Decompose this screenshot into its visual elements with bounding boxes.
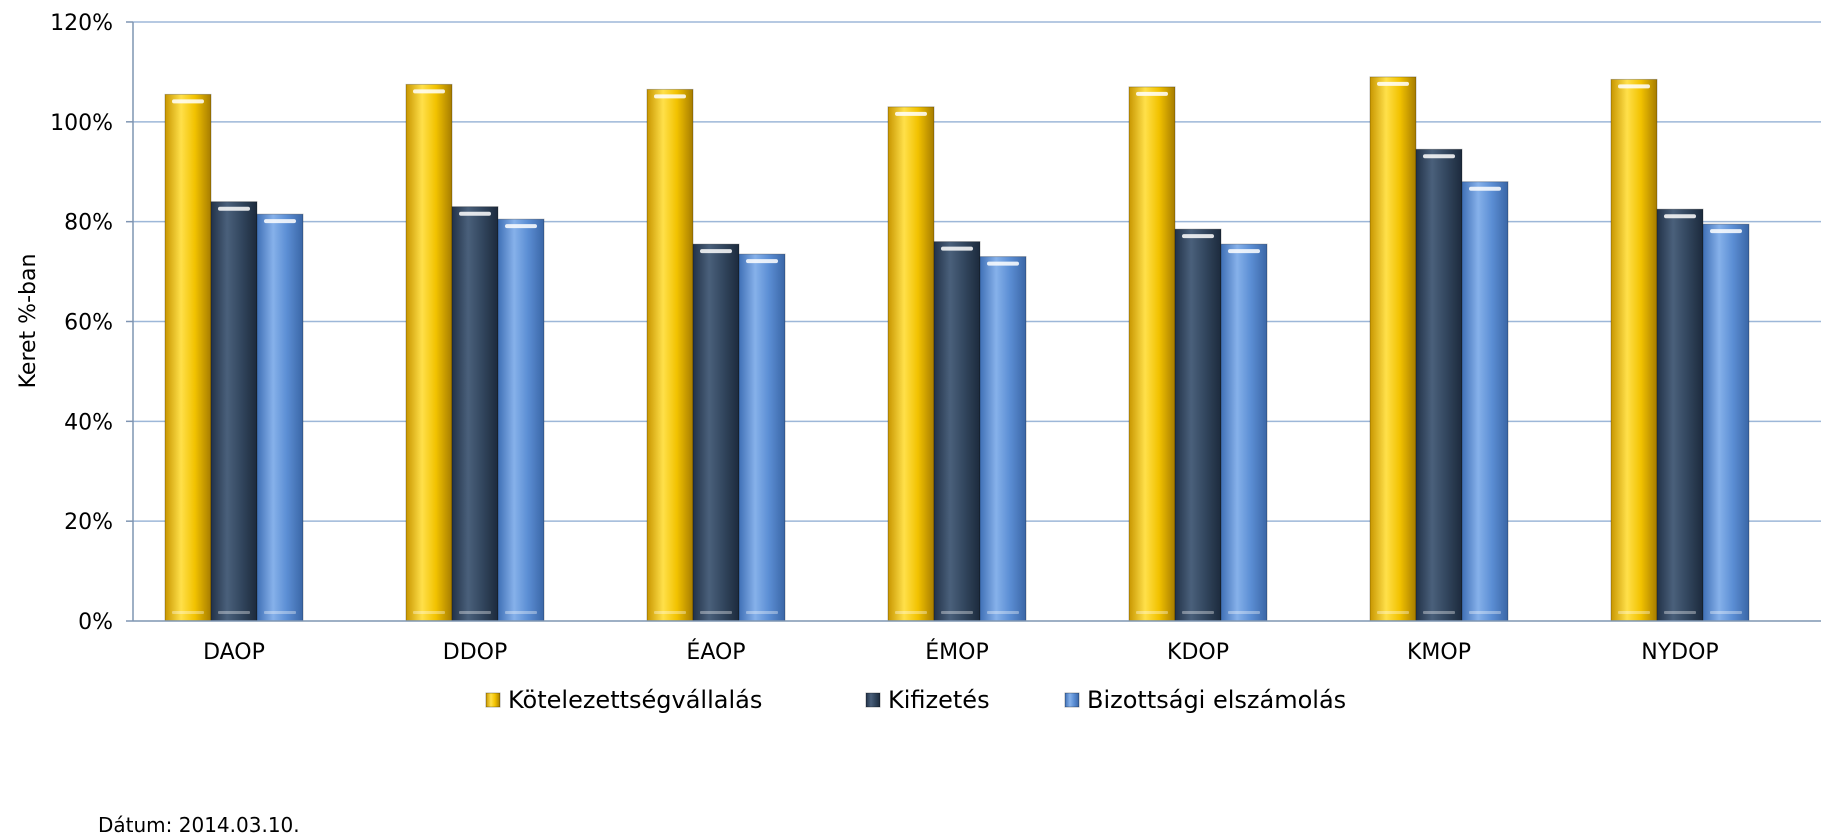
y-tick-label: 120% bbox=[50, 11, 113, 36]
bar-Kifizetés-ÉAOP bbox=[692, 243, 740, 622]
bar-highlight bbox=[1710, 229, 1742, 234]
bar-Bizottsági elszámolás-ÉMOP bbox=[979, 256, 1027, 622]
bar-Bizottsági elszámolás-NYDOP bbox=[1702, 223, 1750, 622]
y-tick-label: 0% bbox=[78, 610, 113, 635]
x-tick-label: KMOP bbox=[1407, 640, 1471, 665]
bar-Kötelezettségvállalás-ÉAOP bbox=[646, 88, 694, 622]
bar-base-highlight bbox=[1664, 611, 1696, 614]
y-tick-label: 20% bbox=[64, 510, 113, 535]
bar-Kötelezettségvállalás-DDOP bbox=[405, 83, 453, 622]
bar-highlight bbox=[1618, 84, 1650, 89]
bar-Kifizetés-DDOP bbox=[451, 206, 499, 622]
legend-swatch bbox=[865, 692, 881, 708]
y-tick-label: 60% bbox=[64, 311, 113, 336]
bar-highlight bbox=[264, 219, 296, 224]
bar-base-highlight bbox=[413, 611, 445, 614]
bar-highlight bbox=[654, 94, 686, 99]
bar-base-highlight bbox=[700, 611, 732, 614]
bar-base-highlight bbox=[1182, 611, 1214, 614]
x-tick-label: DAOP bbox=[203, 640, 265, 665]
legend-swatch bbox=[485, 692, 501, 708]
y-tick-label: 40% bbox=[64, 410, 113, 435]
bar-highlight bbox=[987, 261, 1019, 266]
bar-base-highlight bbox=[1710, 611, 1742, 614]
legend-swatch bbox=[1064, 692, 1080, 708]
bar-Bizottsági elszámolás-KMOP bbox=[1461, 181, 1509, 622]
bar-base-highlight bbox=[1377, 611, 1409, 614]
bar-highlight bbox=[459, 211, 491, 216]
x-tick-label: ÉMOP bbox=[925, 639, 988, 665]
bar-base-highlight bbox=[1618, 611, 1650, 614]
footnote: Dátum: 2014.03.10. bbox=[98, 813, 300, 834]
y-tick-label: 80% bbox=[64, 211, 113, 236]
bar-highlight bbox=[1423, 154, 1455, 159]
bar-Kötelezettségvállalás-KMOP bbox=[1369, 76, 1417, 622]
y-axis-title: Keret %-ban bbox=[16, 254, 41, 389]
x-tick-label: ÉAOP bbox=[686, 639, 745, 665]
bar-Kifizetés-KDOP bbox=[1174, 228, 1222, 622]
bar-base-highlight bbox=[746, 611, 778, 614]
bar-Kötelezettségvállalás-ÉMOP bbox=[887, 106, 935, 622]
bar-base-highlight bbox=[264, 611, 296, 614]
bars bbox=[164, 76, 1750, 622]
bar-highlight bbox=[505, 224, 537, 229]
bar-highlight bbox=[1182, 234, 1214, 239]
bar-Kifizetés-NYDOP bbox=[1656, 208, 1704, 622]
bar-Bizottsági elszámolás-KDOP bbox=[1220, 243, 1268, 622]
bar-base-highlight bbox=[459, 611, 491, 614]
bar-highlight bbox=[1377, 81, 1409, 86]
bar-Kifizetés-ÉMOP bbox=[933, 241, 981, 622]
legend-label: Kifizetés bbox=[888, 686, 990, 714]
bar-Kifizetés-DAOP bbox=[210, 201, 258, 622]
bar-highlight bbox=[1136, 91, 1168, 96]
bar-highlight bbox=[413, 89, 445, 94]
y-tick-label: 100% bbox=[50, 111, 113, 136]
bar-base-highlight bbox=[1136, 611, 1168, 614]
bar-Kötelezettségvállalás-DAOP bbox=[164, 93, 212, 622]
bar-highlight bbox=[941, 246, 973, 251]
legend: Kötelezettségvállalás Kifizetés Bizottsági… bbox=[485, 686, 1346, 714]
bar-Bizottsági elszámolás-DDOP bbox=[497, 218, 545, 622]
bar-base-highlight bbox=[505, 611, 537, 614]
bar-highlight bbox=[1228, 249, 1260, 254]
bar-highlight bbox=[895, 111, 927, 116]
bar-highlight bbox=[1469, 186, 1501, 191]
bar-highlight bbox=[1664, 214, 1696, 219]
bar-base-highlight bbox=[987, 611, 1019, 614]
bar-highlight bbox=[172, 99, 204, 104]
bar-Bizottsági elszámolás-DAOP bbox=[256, 213, 304, 622]
bar-Kötelezettségvállalás-KDOP bbox=[1128, 86, 1176, 622]
x-tick-label: KDOP bbox=[1167, 640, 1229, 665]
x-tick-label: DDOP bbox=[443, 640, 507, 665]
bar-highlight bbox=[700, 249, 732, 254]
legend-label: Kötelezettségvállalás bbox=[508, 686, 762, 714]
bar-Bizottsági elszámolás-ÉAOP bbox=[738, 253, 786, 622]
bar-base-highlight bbox=[172, 611, 204, 614]
bar-base-highlight bbox=[1469, 611, 1501, 614]
axes: 0% 20% 40% 60% 80% 100% 120% Keret %-ban DAOP DDO… bbox=[16, 11, 1821, 665]
bar-Kötelezettségvállalás-NYDOP bbox=[1610, 78, 1658, 622]
x-tick-label: NYDOP bbox=[1641, 640, 1718, 665]
bar-base-highlight bbox=[1228, 611, 1260, 614]
bar-highlight bbox=[218, 206, 250, 211]
bar-base-highlight bbox=[941, 611, 973, 614]
bar-highlight bbox=[746, 259, 778, 264]
legend-label: Bizottsági elszámolás bbox=[1087, 686, 1346, 714]
bar-Kifizetés-KMOP bbox=[1415, 148, 1463, 622]
bar-base-highlight bbox=[218, 611, 250, 614]
bar-base-highlight bbox=[895, 611, 927, 614]
bar-base-highlight bbox=[1423, 611, 1455, 614]
bar-base-highlight bbox=[654, 611, 686, 614]
